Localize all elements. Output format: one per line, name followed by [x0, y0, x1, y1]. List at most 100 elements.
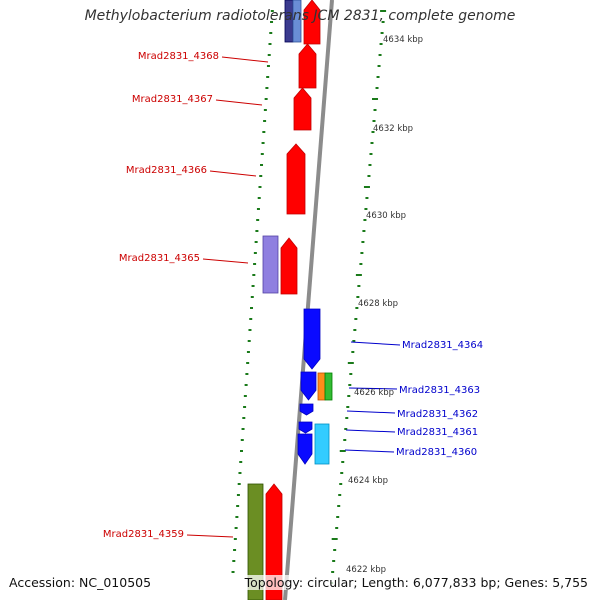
gene-feature — [298, 43, 317, 89]
tick-mark — [341, 461, 345, 463]
tick-mark — [253, 263, 257, 265]
tick-mark — [262, 131, 266, 133]
accession-text: Accession: NC_010505 — [9, 575, 152, 590]
tick-mark — [361, 241, 365, 243]
scale-label-4624: 4624 kbp — [348, 476, 388, 486]
tick-mark — [245, 373, 249, 375]
connector-line — [215, 99, 263, 106]
gene-feature — [286, 143, 306, 215]
gene-features — [247, 0, 333, 601]
tick-mark — [370, 142, 374, 144]
tick-mark — [257, 197, 261, 199]
tick-mark — [240, 439, 244, 441]
tick-mark — [377, 65, 381, 67]
connector-line — [202, 258, 249, 264]
connector-line — [209, 170, 257, 177]
tick-mark — [351, 351, 355, 353]
tick-mark — [347, 362, 354, 364]
gene-label-4364[interactable]: Mrad2831_4364 — [402, 340, 483, 351]
connector-line — [348, 387, 398, 390]
tick-mark — [256, 208, 260, 210]
gene-feature — [303, 0, 321, 45]
gene-feature — [314, 423, 330, 465]
gene-label-4366[interactable]: Mrad2831_4366 — [126, 165, 207, 176]
tick-mark — [331, 571, 335, 573]
tick-mark — [349, 373, 353, 375]
tick-mark — [337, 505, 341, 507]
gene-label-4368[interactable]: Mrad2831_4368 — [138, 51, 219, 62]
tick-mark — [266, 76, 270, 78]
tick-mark — [246, 362, 250, 364]
tick-mark — [248, 329, 252, 331]
connector-line — [344, 449, 395, 453]
tick-mark — [373, 109, 377, 111]
tick-mark — [258, 186, 262, 188]
tick-mark — [239, 461, 243, 463]
tick-mark — [263, 109, 267, 111]
tick-mark — [260, 153, 264, 155]
scale-label-4634: 4634 kbp — [383, 35, 423, 45]
gene-feature — [292, 0, 302, 43]
gene-label-4367[interactable]: Mrad2831_4367 — [132, 94, 213, 105]
tick-mark — [375, 87, 379, 89]
tick-mark — [231, 571, 235, 573]
tick-mark — [264, 98, 268, 100]
tick-mark — [233, 549, 237, 551]
tick-mark — [331, 538, 338, 540]
tick-mark — [270, 10, 274, 12]
tick-mark — [240, 450, 243, 452]
gene-feature — [297, 433, 313, 465]
gene-label-4360[interactable]: Mrad2831_4360 — [396, 447, 477, 458]
tick-mark — [348, 384, 352, 386]
gene-label-4359[interactable]: Mrad2831_4359 — [103, 529, 184, 540]
scale-label-4622: 4622 kbp — [346, 565, 386, 575]
connector-line — [346, 410, 396, 414]
gene-label-4365[interactable]: Mrad2831_4365 — [119, 253, 200, 264]
tick-mark — [259, 175, 263, 177]
tick-mark — [332, 560, 336, 562]
tick-mark — [249, 318, 253, 320]
tick-mark — [357, 285, 361, 287]
tick-mark — [250, 307, 254, 309]
tick-mark — [340, 472, 344, 474]
tick-mark — [362, 230, 366, 232]
tick-mark — [381, 21, 385, 23]
tick-mark — [336, 516, 340, 518]
tick-mark — [338, 494, 342, 496]
gene-label-4363[interactable]: Mrad2831_4363 — [399, 385, 480, 396]
tick-mark — [372, 120, 376, 122]
gene-label-4361[interactable]: Mrad2831_4361 — [397, 427, 478, 438]
tick-mark — [346, 406, 350, 408]
tick-mark — [367, 175, 371, 177]
tick-mark — [246, 351, 250, 353]
tick-mark — [343, 439, 347, 441]
tick-mark — [234, 527, 238, 529]
tick-mark — [260, 164, 264, 166]
scale-label-4628: 4628 kbp — [358, 299, 398, 309]
tick-mark — [368, 164, 372, 166]
tick-mark — [269, 32, 273, 34]
tick-mark — [352, 340, 356, 342]
tick-mark — [339, 450, 346, 452]
tick-mark — [345, 417, 349, 419]
tick-mark — [244, 384, 248, 386]
gene-feature — [299, 403, 314, 416]
tick-mark — [236, 494, 240, 496]
tick-mark — [371, 131, 375, 133]
tick-mark — [232, 560, 236, 562]
tick-mark — [265, 87, 269, 89]
tick-mark — [237, 483, 241, 485]
tick-mark — [363, 186, 370, 188]
gene-label-4362[interactable]: Mrad2831_4362 — [397, 409, 478, 420]
tick-mark — [250, 296, 254, 298]
gene-feature — [317, 372, 326, 401]
tick-mark — [372, 98, 379, 100]
tick-mark — [353, 329, 357, 331]
connector-line — [350, 341, 401, 346]
tick-mark — [360, 252, 364, 254]
tick-mark — [380, 32, 384, 34]
tick-mark — [252, 274, 256, 276]
tick-mark — [243, 406, 247, 408]
tick-mark — [253, 252, 257, 254]
